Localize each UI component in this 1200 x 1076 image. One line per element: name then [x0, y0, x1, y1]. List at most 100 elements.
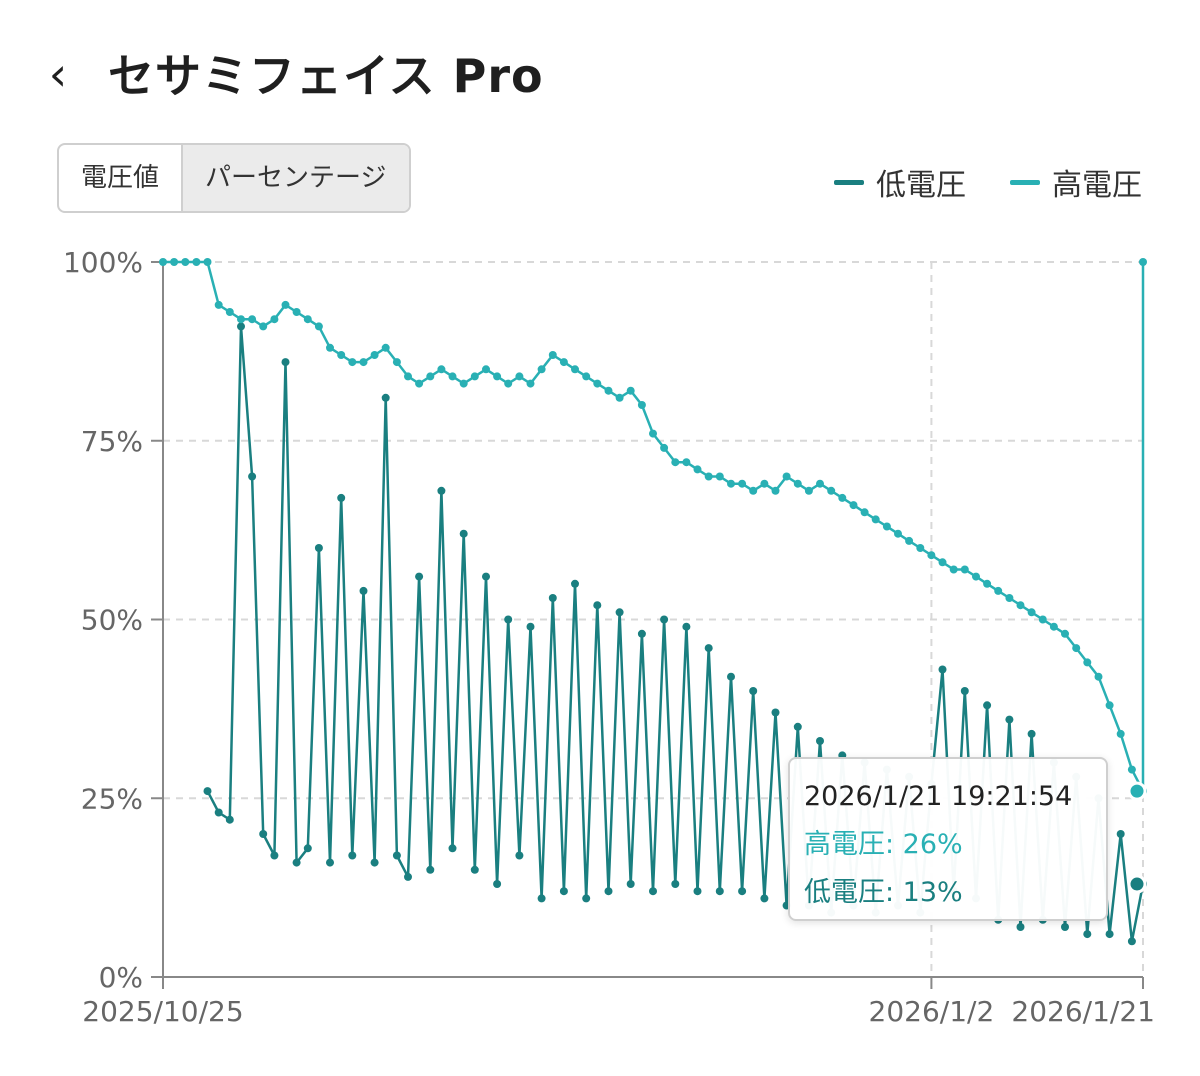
display-mode-toggle: 電圧値 パーセンテージ — [57, 143, 411, 213]
data-point-low — [326, 858, 334, 867]
legend-item-high[interactable]: 高電圧 — [1010, 160, 1142, 204]
data-point-high — [259, 322, 268, 331]
data-point-low — [671, 880, 680, 888]
data-point-low — [1061, 923, 1069, 931]
data-point-low — [615, 608, 624, 617]
chevron-left-icon[interactable]: ‹ — [48, 47, 68, 101]
data-point-high — [1139, 258, 1147, 266]
data-point-high — [381, 343, 390, 352]
data-point-high — [894, 529, 902, 538]
data-point-high — [337, 351, 346, 359]
data-point-low — [1127, 937, 1136, 946]
data-point-low — [1105, 930, 1114, 939]
data-point-high — [849, 501, 858, 510]
data-point-low — [738, 887, 747, 896]
data-point-high — [248, 315, 257, 324]
data-point-low — [214, 808, 223, 817]
data-point-high — [972, 572, 980, 581]
data-point-high — [749, 486, 758, 495]
data-point-high — [515, 372, 524, 381]
data-point-low — [515, 851, 524, 860]
data-point-high — [882, 522, 891, 531]
data-point-high — [983, 579, 992, 588]
data-point-high — [804, 486, 813, 495]
data-point-high — [738, 479, 747, 488]
data-point-low — [526, 622, 535, 631]
data-point-high — [860, 508, 869, 517]
data-point-high — [593, 379, 602, 388]
data-point-low — [370, 858, 379, 867]
data-point-high — [615, 393, 624, 402]
data-point-high — [348, 358, 357, 367]
data-point-high — [504, 379, 513, 388]
data-point-high — [916, 544, 925, 552]
data-point-high — [1038, 615, 1047, 624]
data-point-low — [1016, 923, 1025, 931]
data-point-high — [303, 315, 312, 324]
data-point-high — [838, 493, 847, 502]
highlight-point-high — [1127, 781, 1147, 801]
data-point-high — [771, 486, 780, 495]
data-point-high — [326, 343, 334, 352]
x-tick-label: 2026/1/21 — [1011, 995, 1155, 1028]
data-point-low — [793, 722, 802, 731]
data-point-low — [437, 486, 446, 495]
data-point-low — [482, 572, 490, 581]
data-point-low — [960, 687, 969, 695]
data-point-high — [626, 386, 635, 395]
data-point-high — [1049, 622, 1058, 631]
data-point-low — [749, 687, 758, 695]
legend-swatch-high — [1010, 179, 1040, 185]
data-point-low — [259, 830, 268, 838]
data-point-high — [203, 258, 212, 266]
highlight-point-low — [1127, 874, 1147, 894]
data-point-low — [404, 872, 412, 881]
data-point-low — [337, 493, 346, 502]
toggle-percentage-button[interactable]: パーセンテージ — [181, 145, 409, 211]
data-point-high — [816, 479, 824, 488]
data-point-high — [960, 565, 969, 574]
legend-label-high: 高電圧 — [1052, 168, 1142, 203]
data-point-high — [437, 365, 446, 374]
data-point-high — [637, 401, 646, 409]
data-point-low — [237, 322, 245, 331]
data-point-high — [571, 365, 579, 374]
data-point-low — [314, 544, 323, 552]
legend-item-low[interactable]: 低電圧 — [834, 160, 966, 204]
data-point-low — [1083, 930, 1092, 939]
data-point-high — [1127, 765, 1136, 774]
data-point-low — [682, 622, 691, 631]
data-point-low — [715, 887, 724, 896]
data-point-low — [303, 844, 312, 853]
data-point-high — [159, 258, 167, 266]
data-point-high — [537, 365, 546, 374]
data-point-high — [704, 472, 713, 481]
data-point-high — [370, 351, 379, 359]
y-tick-label: 25% — [81, 782, 143, 815]
data-point-high — [170, 258, 179, 266]
data-point-high — [938, 558, 947, 567]
data-point-high — [793, 479, 802, 488]
data-point-low — [392, 851, 401, 860]
data-point-high — [1072, 644, 1081, 653]
data-point-low — [203, 787, 212, 796]
data-point-high — [760, 479, 769, 488]
data-point-low — [459, 529, 468, 538]
header: ‹ セサミフェイス Pro — [0, 30, 1200, 120]
series-line-high — [163, 260, 1145, 793]
data-point-low — [1005, 715, 1014, 724]
data-point-high — [404, 372, 412, 381]
data-point-low — [727, 672, 735, 681]
data-point-high — [660, 443, 669, 452]
data-point-high — [1105, 701, 1114, 710]
toggle-voltage-button[interactable]: 電圧値 — [81, 163, 160, 193]
data-point-high — [949, 565, 958, 574]
data-point-low — [637, 629, 646, 638]
data-point-low — [225, 815, 234, 824]
data-point-low — [582, 894, 591, 903]
data-point-low — [415, 572, 424, 581]
legend-swatch-low — [834, 179, 864, 185]
data-point-high — [392, 358, 401, 367]
data-point-high — [548, 351, 557, 359]
